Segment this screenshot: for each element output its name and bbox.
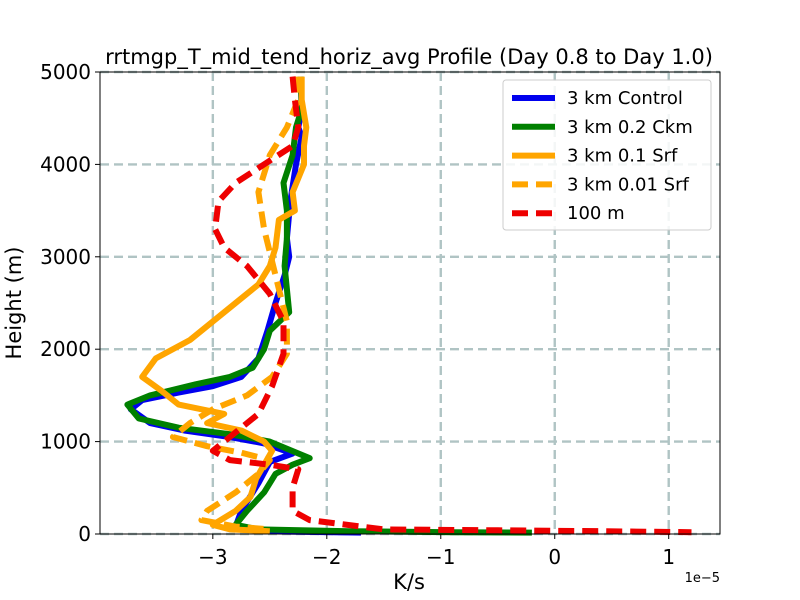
x-offset-label: 1e−5: [685, 571, 720, 586]
x-tick-label: 1: [662, 545, 675, 569]
legend-label-1: 3 km 0.2 Ckm: [567, 117, 693, 138]
legend: 3 km Control 3 km 0.2 Ckm 3 km 0.1 Srf 3 km…: [502, 79, 712, 231]
series-line-3: [169, 76, 302, 533]
legend-label-2: 3 km 0.1 Srf: [567, 146, 678, 167]
chart-title: rrtmgp_T_mid_tend_horiz_avg Profile (Day…: [105, 45, 713, 70]
legend-box: [502, 79, 712, 231]
legend-label-0: 3 km Control: [567, 88, 683, 109]
x-axis-label: K/s: [393, 570, 425, 594]
x-tick-label: −3: [198, 545, 227, 569]
y-tick-label: 3000: [40, 245, 91, 269]
y-axis-label: Height (m): [2, 247, 26, 360]
y-tick-label: 5000: [40, 60, 91, 84]
plot-frame: [99, 71, 721, 535]
series-group: [124, 76, 692, 536]
series-line-2: [139, 76, 310, 535]
series-line-4: [209, 76, 692, 536]
y-tick-label: 2000: [40, 337, 91, 361]
x-ticks: −3 −2 −1 0 1: [198, 534, 675, 569]
y-tick-label: 1000: [40, 430, 91, 454]
y-tick-label: 0: [78, 522, 91, 546]
legend-label-4: 100 m: [567, 203, 625, 224]
x-tick-label: −1: [426, 545, 455, 569]
x-tick-label: −2: [312, 545, 341, 569]
x-tick-label: 0: [548, 545, 561, 569]
y-tick-label: 4000: [40, 152, 91, 176]
legend-label-3: 3 km 0.01 Srf: [567, 174, 689, 195]
series-line-1: [124, 76, 532, 536]
y-ticks: 0 1000 2000 3000 4000 5000: [40, 60, 100, 546]
